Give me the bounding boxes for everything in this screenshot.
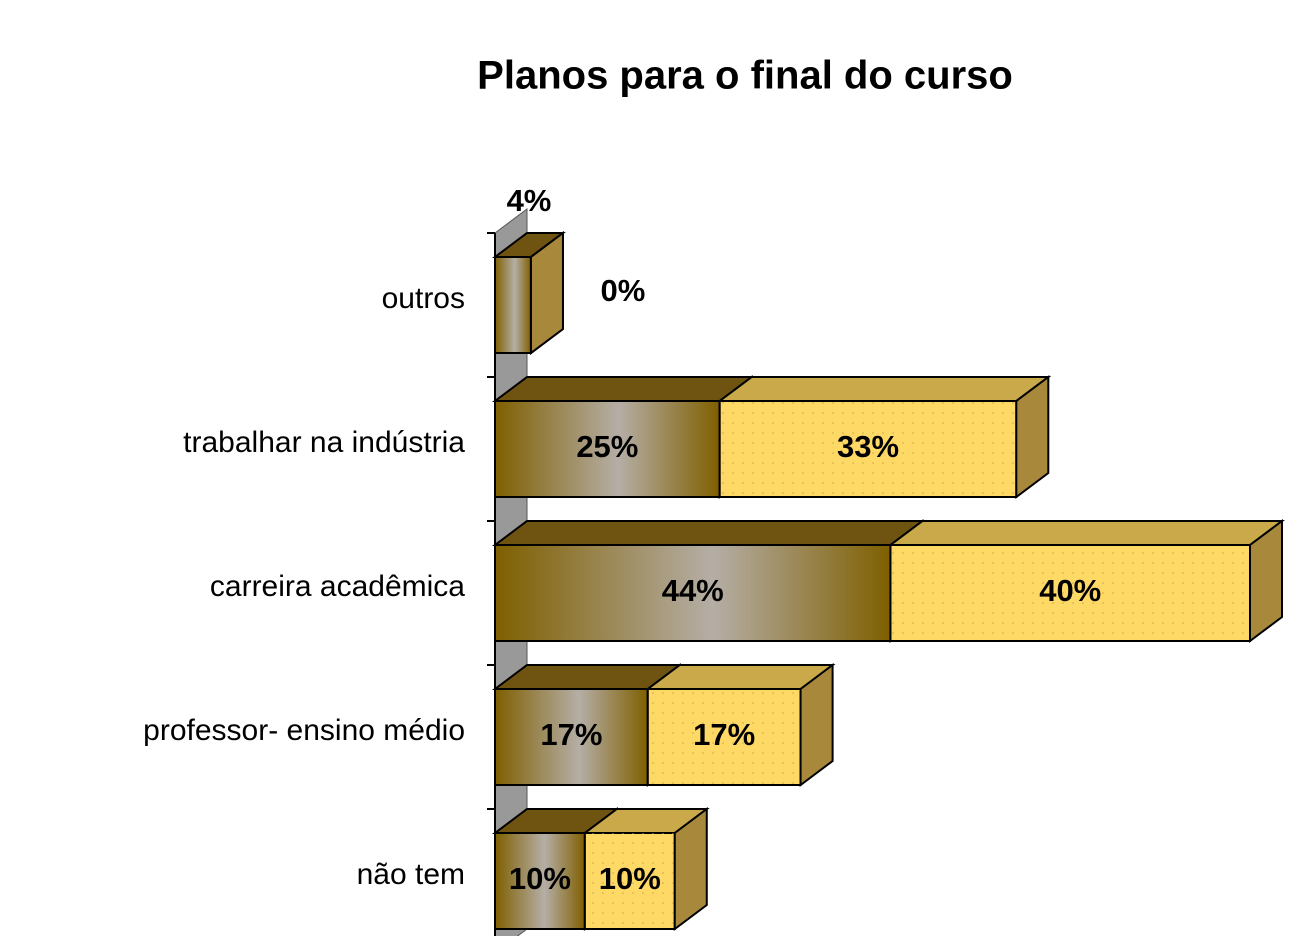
bar-segment — [887, 519, 1285, 643]
bar-side — [1015, 375, 1050, 499]
bar-segment — [581, 807, 710, 931]
value-label: 44% — [662, 573, 724, 608]
bar-front — [494, 400, 721, 498]
category-label: não tem — [357, 858, 465, 891]
bar-top — [492, 376, 755, 402]
value-label: 33% — [837, 429, 899, 464]
category-label: trabalhar na indústria — [183, 426, 465, 459]
bar-segment — [529, 231, 564, 355]
bar-front — [494, 688, 649, 786]
bar-front — [494, 256, 532, 354]
bar-top — [492, 520, 926, 546]
bar-dots — [584, 833, 675, 929]
bar-top — [887, 520, 1285, 546]
value-label: 25% — [576, 429, 638, 464]
category-label: professor- ensino médio — [143, 714, 465, 747]
bar-dots — [719, 401, 1017, 497]
value-label: 0% — [601, 273, 646, 308]
bar-side — [1249, 519, 1283, 643]
bar-segment — [716, 375, 1052, 499]
bar-front — [494, 544, 892, 642]
value-label: 40% — [1039, 573, 1101, 608]
category-label: outros — [382, 282, 465, 315]
value-label: 10% — [599, 861, 661, 896]
bar-dots — [890, 545, 1250, 641]
value-label: 17% — [540, 717, 602, 752]
chart-title: Planos para o final do curso — [477, 54, 1013, 98]
bar-segment — [644, 663, 836, 787]
bar-segment — [492, 519, 926, 643]
bar-side — [799, 663, 834, 787]
bar-dots — [647, 689, 801, 785]
bar-front — [494, 832, 586, 930]
bar-top — [716, 376, 1052, 402]
bar-side — [673, 807, 708, 931]
value-label: 4% — [507, 183, 552, 218]
category-label: carreira acadêmica — [210, 570, 465, 603]
value-label: 17% — [693, 717, 755, 752]
value-label: 10% — [509, 861, 571, 896]
bar-side — [529, 231, 564, 355]
